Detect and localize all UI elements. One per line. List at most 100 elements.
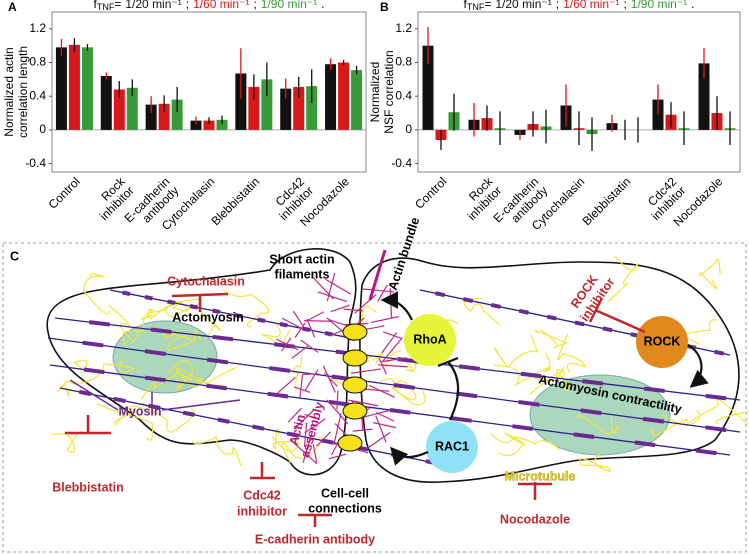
inhibit-mark: [298, 513, 332, 527]
bar: [158, 103, 170, 130]
actin-filament: [306, 318, 316, 338]
microtubule: [167, 330, 202, 351]
bar: [248, 86, 260, 130]
bar: [235, 73, 247, 130]
panel-frame: [2, 242, 747, 553]
myosin-mark: [462, 297, 474, 304]
short-actin-label: filaments: [275, 267, 330, 281]
myosin-mark: [389, 408, 411, 415]
actin-filament: [312, 443, 318, 463]
actin-filament: [281, 317, 304, 330]
actin-filament: [378, 358, 387, 375]
actin-filament: [312, 276, 334, 300]
actin-filament: [381, 332, 398, 354]
microtubule: [271, 428, 300, 452]
myosin-mark: [580, 408, 602, 416]
actin-filament: [322, 365, 336, 393]
junction: [342, 402, 368, 420]
actin-filament: [304, 320, 331, 322]
bar: [261, 79, 273, 130]
bar: [190, 120, 202, 130]
microtubule: [685, 398, 748, 427]
junction: [342, 349, 368, 367]
x-tick-label: Control: [412, 174, 449, 211]
y-axis-label: Normalized: [368, 62, 382, 123]
myosin-mark: [328, 399, 350, 407]
microtubule: [79, 359, 135, 385]
myosin-mark: [122, 290, 131, 296]
microtubule: [167, 360, 194, 391]
actin-filament: [305, 311, 325, 322]
myosin-mark: [144, 349, 166, 356]
title-part: f: [94, 0, 98, 11]
y-tick-label: -0.4: [391, 156, 412, 170]
myosin-mark: [206, 357, 229, 365]
y-axis-label: Normalized actin: [2, 47, 16, 136]
actin-filament: [293, 409, 314, 430]
bar: [100, 76, 112, 130]
bar: [145, 104, 157, 130]
myosin-mark: [286, 431, 300, 438]
legend-entry: 1/60 min⁻¹: [193, 0, 249, 11]
microtubule: [51, 431, 84, 453]
actin-filament: [287, 407, 303, 423]
nocodazole-label: Nocodazole: [500, 512, 570, 526]
myosin-mark: [518, 308, 529, 315]
myosin-mark: [212, 334, 234, 342]
microtubule: [608, 255, 639, 302]
junctions: [337, 323, 368, 452]
myosin-mark: [490, 302, 502, 309]
title-part: ;: [556, 0, 559, 11]
plot-frame: [51, 11, 367, 173]
myosin-mark: [634, 440, 656, 448]
panel-label: B: [380, 0, 389, 14]
actin-filament: [330, 304, 350, 313]
y-tick-label: 1.2: [29, 21, 46, 35]
cdc42-label: Cdc42: [243, 488, 281, 502]
x-tick-label: Blebbistatin: [580, 174, 634, 228]
arrow: [380, 291, 413, 321]
inhibit-mark: [65, 415, 111, 435]
title-part: .: [691, 0, 694, 11]
bar: [293, 86, 305, 130]
title-part: TNF: [467, 2, 485, 12]
myosin-mark: [234, 313, 243, 319]
actin-filament: [275, 338, 299, 351]
panel-label: A: [8, 0, 17, 14]
myosin-mark: [397, 357, 419, 364]
microtubule: [140, 372, 203, 401]
microtubule: [489, 433, 561, 451]
arrows: [380, 291, 709, 466]
y-tick-label: 0: [39, 122, 46, 136]
myosin-mark: [279, 322, 288, 328]
arrow: [687, 344, 709, 388]
myosin-mark: [695, 448, 717, 456]
myosin-mark: [144, 295, 153, 301]
myosin-mark: [257, 317, 266, 323]
actin-filament: [382, 337, 403, 362]
microtubule: [96, 403, 154, 441]
actin-filament: [326, 272, 336, 302]
blebbistatin-label: Blebbistatin: [52, 480, 124, 494]
myosin-mark: [89, 320, 111, 327]
arrow: [390, 446, 429, 466]
myosin-mark: [83, 367, 105, 375]
title-part: TNF: [97, 2, 115, 12]
y-tick-label: 0.8: [395, 55, 412, 69]
myosin-link: [69, 379, 241, 411]
microtubule: [192, 436, 242, 467]
actin-filament: [354, 294, 377, 314]
rhoa-label: RhoA: [413, 332, 446, 346]
actin-bundle-line: [368, 249, 387, 301]
microtubule: [114, 405, 160, 426]
title-part: ;: [253, 0, 256, 11]
myosin-mark: [82, 340, 104, 348]
rock-node: [636, 316, 688, 368]
myosin-mark: [450, 416, 472, 423]
actin-filament: [343, 308, 363, 312]
actin-filament: [300, 339, 319, 353]
inhibit: [447, 361, 460, 421]
inhibitors: [65, 292, 646, 527]
inhibit-bar: [437, 356, 459, 368]
